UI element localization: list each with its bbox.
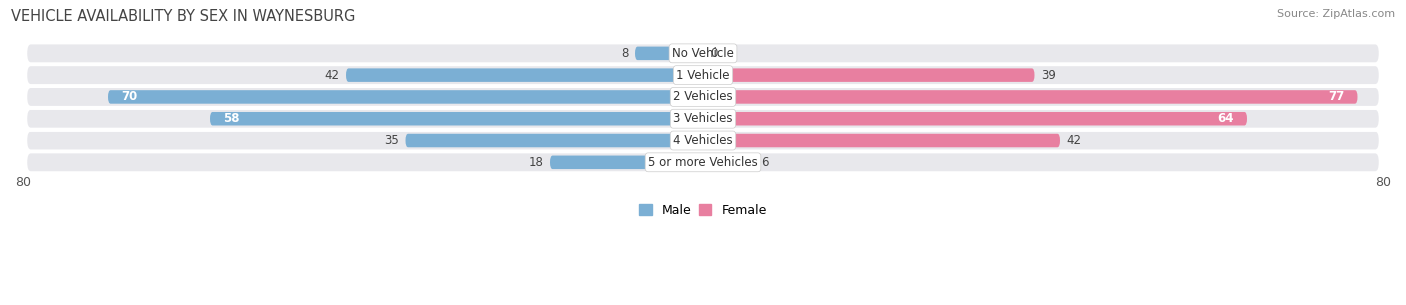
Text: VEHICLE AVAILABILITY BY SEX IN WAYNESBURG: VEHICLE AVAILABILITY BY SEX IN WAYNESBUR…: [11, 9, 356, 24]
Text: 39: 39: [1042, 69, 1056, 82]
FancyBboxPatch shape: [27, 131, 1379, 149]
Text: 77: 77: [1329, 91, 1344, 103]
FancyBboxPatch shape: [405, 134, 703, 147]
FancyBboxPatch shape: [346, 68, 703, 82]
Text: 0: 0: [710, 47, 717, 60]
FancyBboxPatch shape: [27, 66, 1379, 84]
FancyBboxPatch shape: [636, 47, 703, 60]
Text: 70: 70: [121, 91, 136, 103]
Text: 58: 58: [222, 112, 239, 125]
FancyBboxPatch shape: [703, 134, 1060, 147]
FancyBboxPatch shape: [550, 156, 703, 169]
FancyBboxPatch shape: [27, 153, 1379, 171]
Text: 35: 35: [384, 134, 399, 147]
FancyBboxPatch shape: [27, 45, 1379, 62]
FancyBboxPatch shape: [27, 88, 1379, 106]
Text: 5 or more Vehicles: 5 or more Vehicles: [648, 156, 758, 169]
Text: 64: 64: [1218, 112, 1234, 125]
FancyBboxPatch shape: [703, 90, 1358, 104]
Text: 3 Vehicles: 3 Vehicles: [673, 112, 733, 125]
Text: No Vehicle: No Vehicle: [672, 47, 734, 60]
Text: 6: 6: [761, 156, 768, 169]
Legend: Male, Female: Male, Female: [634, 199, 772, 222]
Text: 4 Vehicles: 4 Vehicles: [673, 134, 733, 147]
Text: 2 Vehicles: 2 Vehicles: [673, 91, 733, 103]
Text: 18: 18: [529, 156, 543, 169]
FancyBboxPatch shape: [108, 90, 703, 104]
Text: 1 Vehicle: 1 Vehicle: [676, 69, 730, 82]
Text: 42: 42: [1067, 134, 1081, 147]
FancyBboxPatch shape: [27, 110, 1379, 128]
FancyBboxPatch shape: [703, 68, 1035, 82]
Text: 8: 8: [621, 47, 628, 60]
FancyBboxPatch shape: [703, 112, 1247, 125]
FancyBboxPatch shape: [209, 112, 703, 125]
FancyBboxPatch shape: [703, 156, 754, 169]
Text: Source: ZipAtlas.com: Source: ZipAtlas.com: [1277, 9, 1395, 19]
Text: 42: 42: [325, 69, 339, 82]
